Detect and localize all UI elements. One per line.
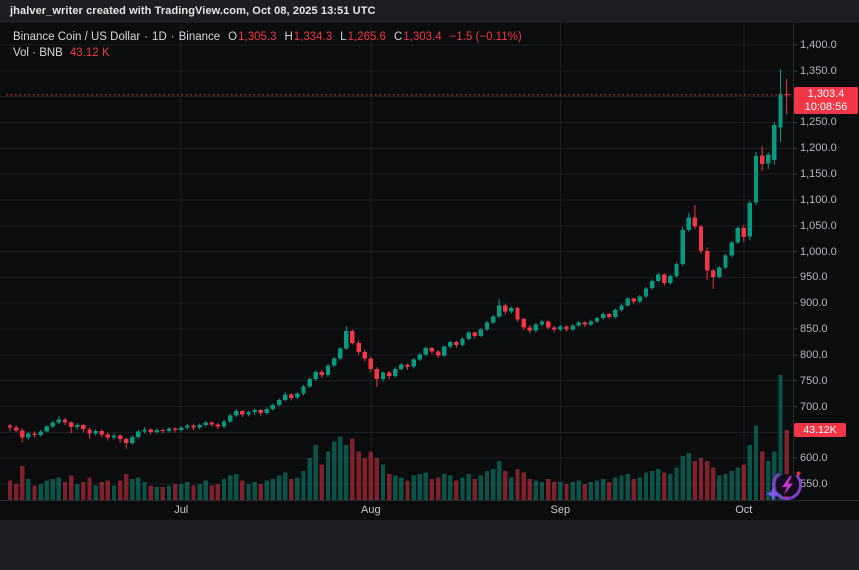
high-value: 1,334.3 [293,31,333,43]
low-label: L [340,31,347,43]
price-tick-label: 1,150.0 [800,168,837,181]
price-tick-label: 1,000.0 [800,245,837,258]
price-tick-label: 750.0 [800,374,828,387]
price-tick-label: 1,200.0 [800,142,837,155]
price-tick-label: 1,250.0 [800,116,837,129]
price-tick-label: 900.0 [800,297,828,310]
price-tick-label: 1,400.0 [800,39,837,51]
open-value: 1,305.3 [238,31,277,43]
exchange-label: Binance [178,31,221,43]
legend-symbol-row: Binance Coin / US Dollar · 1D · Binance O1,30… [13,29,522,45]
last-price-badge: 1,303.4 10:08:56 [794,87,858,115]
volume-badge: 43.12K [794,423,846,437]
last-price-value: 1,303.4 [807,88,845,101]
legend-volume-row: Vol · BNB 43.12 K [13,45,522,61]
volume-badge-value: 43.12K [803,424,837,436]
price-axis-separator [793,23,794,500]
footer-bar: TradingView [0,520,859,570]
price-tick-label: 550.0 [800,478,828,490]
symbol-title: Binance Coin / US Dollar [13,31,141,43]
low-value: 1,265.6 [347,31,386,43]
price-tick-label: 850.0 [800,323,828,336]
open-label: O [228,31,238,43]
price-tick-label: 1,350.0 [800,64,837,77]
change-value: −1.5 (−0.11%) [449,31,522,43]
price-tick-label: 1,050.0 [800,219,837,232]
price-tick-label: 800.0 [800,348,828,361]
time-axis-month-label: Sep [550,504,571,516]
last-price-time: 10:08:56 [804,100,848,113]
attribution-bar: jhalver_writer created with TradingView.… [0,0,859,23]
price-tick-label: 600.0 [800,452,828,465]
close-label: C [393,31,403,43]
time-axis-month-label: Jul [174,504,189,516]
time-axis-separator [0,500,859,501]
ai-lightning-watermark-icon [766,467,802,510]
volume-title: Vol · BNB [13,47,63,59]
close-value: 1,303.4 [403,31,442,43]
time-axis-month-label: Aug [360,504,381,516]
chart-legend: Binance Coin / US Dollar · 1D · Binance O1,30… [13,29,522,61]
price-tick-label: 700.0 [800,400,828,413]
interval-label: 1D [152,31,167,43]
time-axis-month-label: Oct [735,504,753,516]
volume-value: 43.12 K [69,47,110,59]
price-tick-label: 950.0 [800,271,828,284]
chart-pane[interactable] [0,23,859,520]
high-label: H [284,31,293,43]
separator-dot: · [170,31,175,43]
price-tick-label: 1,100.0 [800,193,837,206]
attribution-text: jhalver_writer created with TradingView.… [10,5,376,17]
separator-dot: · [144,31,149,43]
